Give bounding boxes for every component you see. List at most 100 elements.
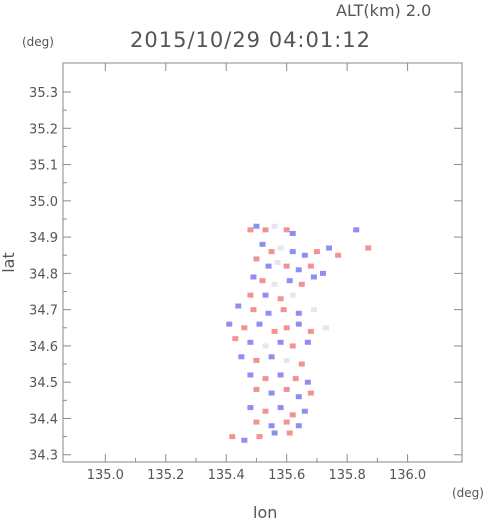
data-point: [286, 430, 293, 436]
data-point: [262, 376, 269, 382]
data-point: [280, 307, 287, 313]
data-point: [256, 434, 263, 440]
data-point: [301, 408, 308, 414]
y-tick-label: 35.0: [29, 195, 58, 210]
data-point: [262, 292, 269, 298]
data-point: [253, 386, 260, 392]
data-point: [253, 256, 260, 262]
data-point: [298, 361, 305, 367]
data-point: [289, 230, 296, 236]
data-point: [238, 354, 245, 360]
data-point: [283, 386, 290, 392]
x-axis-label: lon: [253, 503, 278, 522]
data-point: [271, 281, 278, 287]
y-tick-label: 34.9: [29, 231, 58, 246]
data-point: [301, 252, 308, 258]
y-tick-label: 35.1: [29, 159, 58, 174]
data-point: [277, 245, 284, 251]
data-point: [256, 321, 263, 327]
data-point: [268, 423, 275, 429]
data-point: [307, 328, 314, 334]
x-tick-label: 136.0: [389, 468, 426, 483]
data-point: [253, 357, 260, 363]
axis-ticks: 135.0 135.2 135.4 135.6 135.8 136.0 34.3 34.4 34…: [29, 63, 462, 483]
x-unit-label: (deg): [452, 486, 484, 500]
x-tick-label: 135.4: [208, 468, 245, 483]
data-point: [295, 321, 302, 327]
data-point: [295, 394, 302, 400]
plot-frame: [62, 62, 463, 463]
chart-title-timestamp: 2015/10/29 04:01:12: [130, 28, 372, 52]
data-point: [241, 437, 248, 443]
data-point: [250, 307, 257, 313]
data-point: [289, 249, 296, 255]
data-point: [247, 372, 254, 378]
data-point: [277, 405, 284, 411]
data-point: [232, 336, 239, 342]
data-point: [289, 343, 296, 349]
y-unit-label: (deg): [22, 35, 54, 49]
data-point: [326, 245, 332, 251]
data-point: [365, 245, 372, 251]
data-point: [247, 339, 254, 345]
data-point: [307, 390, 314, 396]
x-tick-label: 135.6: [268, 468, 305, 483]
data-point: [253, 223, 260, 229]
data-point: [289, 412, 296, 418]
data-point: [295, 267, 302, 273]
data-point: [304, 379, 311, 385]
data-point: [295, 423, 302, 429]
data-point: [335, 252, 342, 258]
data-point: [289, 292, 296, 298]
data-point: [313, 249, 320, 255]
y-tick-label: 34.5: [29, 376, 58, 391]
x-tick-label: 135.8: [329, 468, 366, 483]
data-point: [304, 339, 311, 345]
data-point: [241, 325, 248, 331]
data-point: [271, 223, 278, 229]
data-point: [265, 310, 272, 316]
data-point: [353, 227, 360, 233]
data-point: [247, 227, 254, 233]
data-point: [298, 281, 305, 287]
data-point: [322, 325, 329, 331]
data-point: [283, 263, 290, 269]
data-point: [283, 227, 290, 233]
data-point: [286, 278, 293, 284]
data-point: [319, 270, 326, 276]
x-tick-label: 135.0: [87, 468, 124, 483]
data-point: [247, 405, 254, 411]
y-tick-label: 34.4: [29, 412, 58, 427]
data-point: [250, 274, 257, 280]
data-point: [265, 263, 272, 269]
y-tick-label: 34.6: [29, 340, 58, 355]
data-point: [262, 408, 269, 414]
data-point: [283, 325, 290, 331]
altitude-label: ALT(km) 2.0: [336, 1, 432, 20]
data-point: [262, 343, 269, 349]
data-point: [253, 419, 260, 425]
data-point: [295, 310, 302, 316]
data-point: [271, 328, 278, 334]
x-tick-label: 135.2: [147, 468, 184, 483]
y-tick-label: 34.8: [29, 267, 58, 282]
data-point: [259, 278, 266, 284]
y-tick-label: 34.7: [29, 304, 58, 319]
data-point: [262, 227, 269, 233]
y-tick-label: 35.2: [29, 122, 58, 137]
y-tick-label: 34.3: [29, 449, 58, 464]
data-point: [271, 430, 278, 436]
data-point: [274, 260, 281, 265]
data-point: [247, 292, 254, 298]
data-points: [226, 223, 372, 443]
data-point: [310, 274, 317, 280]
data-point: [226, 321, 233, 327]
data-point: [235, 303, 242, 309]
data-point: [277, 296, 284, 302]
data-point: [310, 307, 317, 313]
data-point: [268, 249, 275, 255]
data-point: [277, 372, 284, 378]
data-point: [259, 241, 266, 247]
data-point: [268, 390, 275, 396]
